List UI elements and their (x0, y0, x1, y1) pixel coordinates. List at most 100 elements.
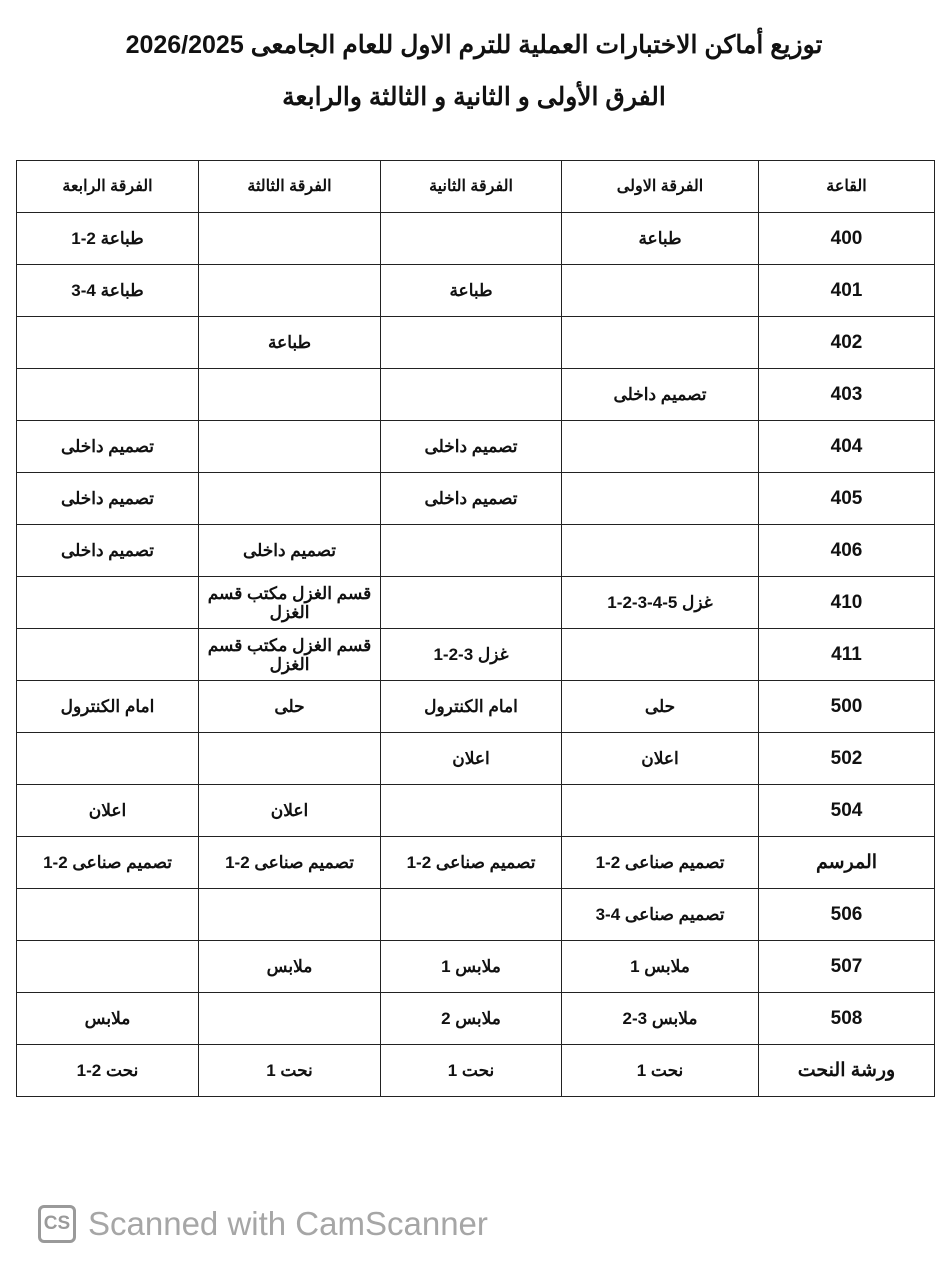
table-row: 506 تصميم صناعى 4-3 (16, 888, 935, 941)
table-cell (561, 784, 759, 837)
table-row: 402 طباعة (16, 316, 935, 369)
room-cell: 403 (758, 368, 935, 421)
room-cell: 406 (758, 524, 935, 577)
table-cell: ملابس 1 (380, 940, 562, 993)
document-title: توزيع أماكن الاختبارات العملية للترم الا… (125, 31, 823, 59)
table-cell (380, 212, 562, 265)
table-cell: قسم الغزل مكتب قسم الغزل (198, 576, 381, 629)
camscanner-logo-icon: CS (38, 1205, 76, 1243)
room-cell: 507 (758, 940, 935, 993)
table-cell: تصميم داخلى (16, 420, 199, 473)
table-cell: ملابس (16, 992, 199, 1045)
table-cell: تصميم صناعى 2-1 (16, 836, 199, 889)
table-cell: ملابس 1 (561, 940, 759, 993)
table-row: 508 ملابس 3-2 ملابس 2 ملابس (16, 992, 935, 1045)
table-cell: نحت 1 (561, 1044, 759, 1097)
table-row: 401 طباعة طباعة 4-3 (16, 264, 935, 317)
table-cell: نحت 1 (198, 1044, 381, 1097)
table-cell: امام الكنترول (380, 680, 562, 733)
room-cell: 500 (758, 680, 935, 733)
table-cell (16, 940, 199, 993)
room-cell: 508 (758, 992, 935, 1045)
table-cell (198, 732, 381, 785)
table-cell (16, 576, 199, 629)
table-cell (561, 420, 759, 473)
table-cell (16, 368, 199, 421)
table-cell (561, 316, 759, 369)
table-cell: غزل 3-2-1 (380, 628, 562, 681)
table-cell: تصميم داخلى (561, 368, 759, 421)
table-cell (198, 992, 381, 1045)
table-cell: اعلان (198, 784, 381, 837)
table-cell: غزل 5-4-3-2-1 (561, 576, 759, 629)
room-cell: 401 (758, 264, 935, 317)
watermark-text: Scanned with CamScanner (88, 1205, 488, 1242)
table-row: ورشة النحت نحت 1 نحت 1 نحت 1 نحت 2-1 (16, 1044, 935, 1097)
table-cell: ملابس 2 (380, 992, 562, 1045)
table-cell: تصميم صناعى 4-3 (561, 888, 759, 941)
table-cell (380, 524, 562, 577)
table-cell: طباعة 2-1 (16, 212, 199, 265)
room-cell: 405 (758, 472, 935, 525)
table-cell (198, 472, 381, 525)
table-cell (561, 524, 759, 577)
room-cell: 502 (758, 732, 935, 785)
table-cell: تصميم داخلى (16, 472, 199, 525)
table-cell (380, 784, 562, 837)
document-subtitle: الفرق الأولى و الثانية و الثالثة والرابع… (282, 83, 666, 111)
column-header: الفرقة الاولى (561, 160, 759, 213)
table-cell (561, 472, 759, 525)
column-header: الفرقة الرابعة (16, 160, 199, 213)
table-cell: تصميم داخلى (380, 472, 562, 525)
table-cell (380, 368, 562, 421)
table-cell: امام الكنترول (16, 680, 199, 733)
table-cell (561, 264, 759, 317)
table-cell: تصميم صناعى 2-1 (380, 836, 562, 889)
table-cell: حلى (561, 680, 759, 733)
table-cell: ملابس 3-2 (561, 992, 759, 1045)
table-cell (198, 368, 381, 421)
table-row: 400 طباعة طباعة 2-1 (16, 212, 935, 265)
table-cell: اعلان (380, 732, 562, 785)
table-cell (380, 888, 562, 941)
table-cell (198, 888, 381, 941)
table-cell: تصميم داخلى (16, 524, 199, 577)
table-row: 403 تصميم داخلى (16, 368, 935, 421)
room-cell: ورشة النحت (758, 1044, 935, 1097)
table-cell (380, 316, 562, 369)
room-cell: المرسم (758, 836, 935, 889)
table-cell (16, 732, 199, 785)
table-cell: طباعة 4-3 (16, 264, 199, 317)
table-row: 507 ملابس 1 ملابس 1 ملابس (16, 940, 935, 993)
table-cell (198, 212, 381, 265)
room-cell: 400 (758, 212, 935, 265)
table-cell: ملابس (198, 940, 381, 993)
table-cell: نحت 1 (380, 1044, 562, 1097)
room-cell: 404 (758, 420, 935, 473)
table-row: 404 تصميم داخلى تصميم داخلى (16, 420, 935, 473)
table-row: 500 حلى امام الكنترول حلى امام الكنترول (16, 680, 935, 733)
table-cell: تصميم داخلى (380, 420, 562, 473)
room-cell: 402 (758, 316, 935, 369)
table-row: 411 غزل 3-2-1 قسم الغزل مكتب قسم الغزل (16, 628, 935, 681)
table-cell: حلى (198, 680, 381, 733)
table-header-row: القاعة الفرقة الاولى الفرقة الثانية الفرقة … (16, 160, 935, 213)
table-cell: طباعة (561, 212, 759, 265)
table-cell (16, 628, 199, 681)
table-row: المرسم تصميم صناعى 2-1 تصميم صناعى 2-1 تصمي… (16, 836, 935, 889)
room-cell: 504 (758, 784, 935, 837)
table-cell: تصميم صناعى 2-1 (561, 836, 759, 889)
exam-locations-table: القاعة الفرقة الاولى الفرقة الثانية الفرقة … (16, 160, 935, 1097)
table-cell (198, 420, 381, 473)
column-header: القاعة (758, 160, 935, 213)
table-cell: اعلان (16, 784, 199, 837)
table-cell: تصميم صناعى 2-1 (198, 836, 381, 889)
table-cell (561, 628, 759, 681)
table-cell (380, 576, 562, 629)
table-cell: تصميم داخلى (198, 524, 381, 577)
table-cell (198, 264, 381, 317)
room-cell: 506 (758, 888, 935, 941)
room-cell: 411 (758, 628, 935, 681)
table-cell (16, 316, 199, 369)
table-cell: اعلان (561, 732, 759, 785)
